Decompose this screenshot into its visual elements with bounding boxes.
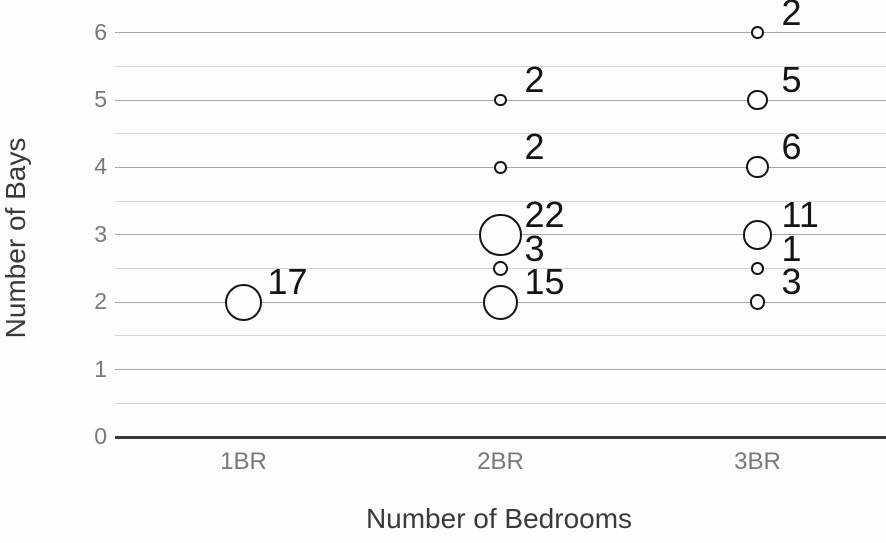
y-tick-label: 1 — [94, 355, 107, 382]
bubble — [494, 93, 507, 107]
y-tick-label: 6 — [94, 18, 107, 45]
bubble-count-label: 3 — [524, 227, 545, 269]
y-tick-label: 0 — [94, 423, 107, 449]
bubble — [749, 294, 766, 310]
bubble — [494, 161, 507, 174]
bubble — [479, 213, 522, 256]
bubble-count-label: 2 — [524, 59, 545, 100]
bubble — [751, 262, 764, 275]
bubble — [492, 260, 509, 277]
bubble-count-label: 6 — [781, 126, 802, 168]
x-axis-title: Number of Bedrooms — [365, 503, 633, 534]
x-tick-label: 1BR — [220, 448, 267, 475]
minor-gridline — [115, 335, 886, 337]
y-axis-title: Number of Bays — [0, 137, 31, 339]
bubble-count-label: 22 — [524, 193, 565, 235]
x-tick-label: 3BR — [734, 448, 781, 475]
bubble-count-label: 3 — [781, 261, 802, 303]
bubble — [224, 283, 263, 321]
minor-gridline — [115, 200, 886, 202]
bubble-count-label: 15 — [524, 261, 565, 303]
y-tick-label: 4 — [94, 153, 107, 180]
y-tick-label: 5 — [94, 86, 107, 112]
major-gridline — [115, 369, 886, 371]
bubble-count-label: 5 — [781, 59, 802, 100]
minor-gridline — [115, 65, 886, 67]
bubble-count-label: 11 — [781, 193, 819, 235]
major-gridline — [115, 32, 886, 34]
x-tick-label: 2BR — [477, 448, 524, 475]
y-tick-label: 3 — [94, 220, 107, 247]
minor-gridline — [115, 133, 886, 135]
x-axis-line — [115, 436, 886, 439]
bubble — [746, 156, 769, 179]
minor-gridline — [115, 402, 886, 404]
bubble — [483, 284, 518, 320]
bubble-count-label: 1 — [781, 227, 802, 269]
y-tick-label: 2 — [94, 288, 107, 315]
bubble — [742, 219, 773, 250]
bubble-count-label: 2 — [781, 0, 802, 33]
bubble-count-label: 2 — [524, 126, 545, 168]
bubble-count-label: 17 — [267, 261, 308, 303]
bubble — [751, 26, 764, 39]
bubble — [747, 89, 768, 111]
